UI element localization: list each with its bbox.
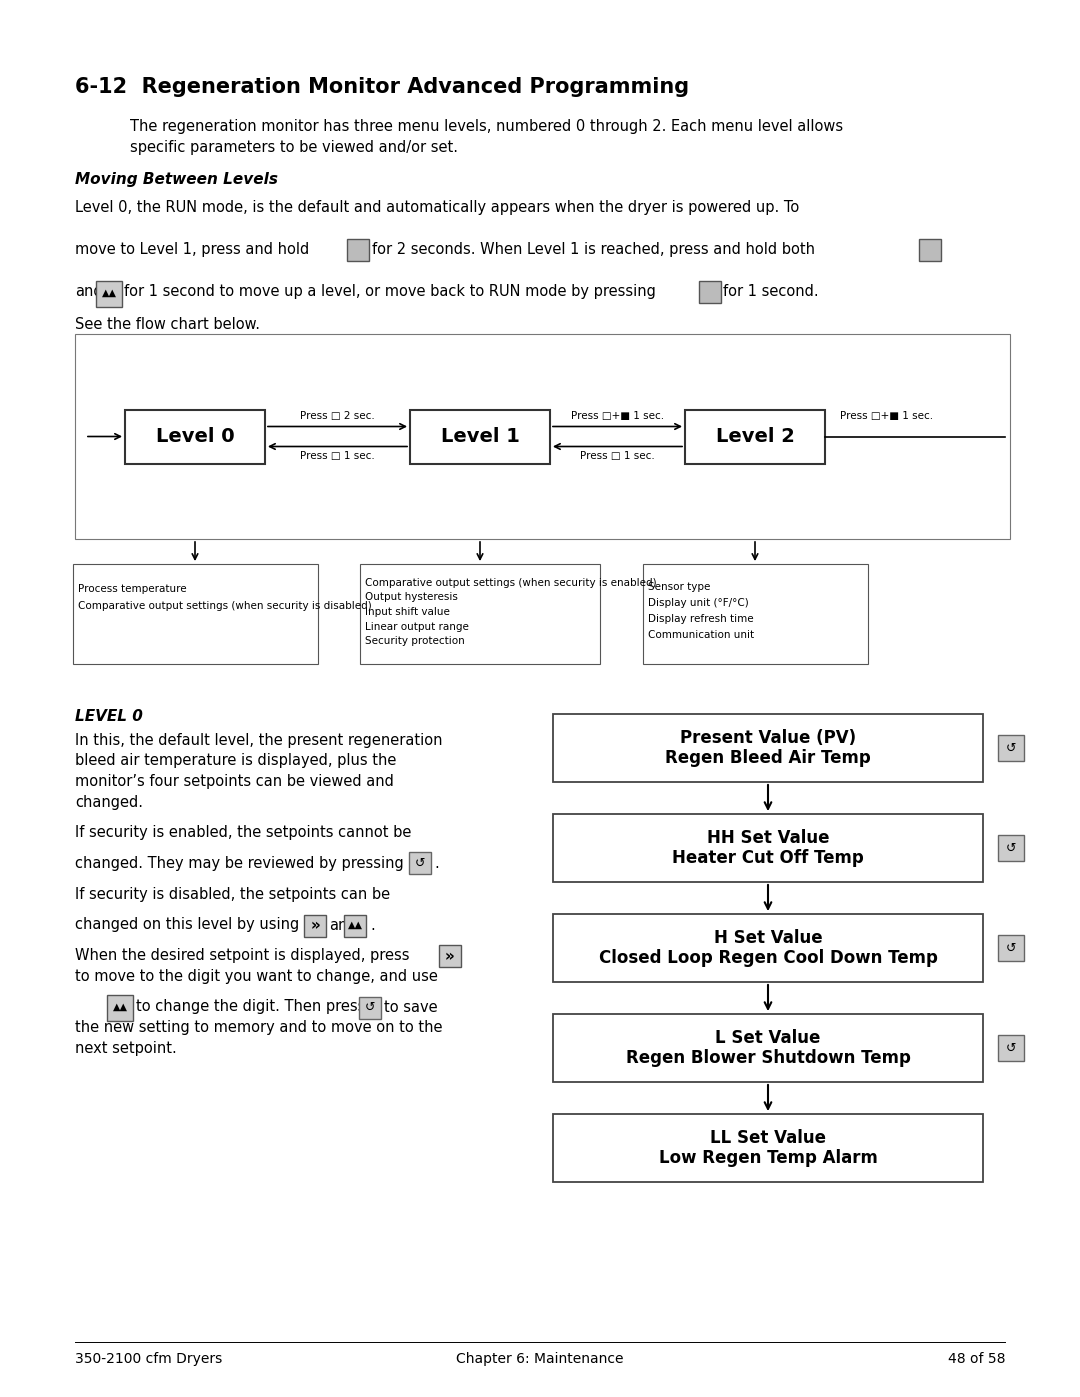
Text: .: . [370, 918, 375, 933]
Text: Sensor type: Sensor type [648, 583, 711, 592]
Text: Output hysteresis: Output hysteresis [365, 592, 458, 602]
Bar [998, 735, 1024, 761]
Text: 6-12  Regeneration Monitor Advanced Programming: 6-12 Regeneration Monitor Advanced Progr… [75, 77, 689, 96]
Text: next setpoint.: next setpoint. [75, 1041, 177, 1056]
Text: Regen Blower Shutdown Temp: Regen Blower Shutdown Temp [625, 1049, 910, 1067]
Text: In this, the default level, the present regeneration: In this, the default level, the present … [75, 733, 443, 747]
Text: ↺: ↺ [1005, 1042, 1016, 1055]
Text: Display refresh time: Display refresh time [648, 615, 754, 624]
Text: ↺: ↺ [365, 1002, 375, 1014]
Text: »: » [445, 949, 455, 964]
Text: If security is enabled, the setpoints cannot be: If security is enabled, the setpoints ca… [75, 826, 411, 840]
Text: ↺: ↺ [1005, 942, 1016, 954]
Text: to move to the digit you want to change, and use: to move to the digit you want to change,… [75, 968, 437, 983]
Bar [553, 914, 983, 982]
Text: specific parameters to be viewed and/or set.: specific parameters to be viewed and/or … [130, 140, 458, 155]
Text: H Set Value: H Set Value [714, 929, 822, 947]
Text: ▲▲: ▲▲ [112, 1002, 127, 1011]
Text: Level 0: Level 0 [156, 427, 234, 446]
Bar [96, 281, 122, 307]
Text: ↺: ↺ [1005, 841, 1016, 855]
Text: See the flow chart below.: See the flow chart below. [75, 317, 260, 332]
Bar [72, 564, 318, 664]
Text: move to Level 1, press and hold: move to Level 1, press and hold [75, 242, 309, 257]
Bar [347, 239, 369, 261]
Bar [125, 409, 265, 464]
Text: Linear output range: Linear output range [365, 622, 469, 631]
Text: for 1 second to move up a level, or move back to RUN mode by pressing: for 1 second to move up a level, or move… [124, 284, 656, 299]
Text: Press □+■ 1 sec.: Press □+■ 1 sec. [840, 412, 933, 422]
Bar [919, 239, 941, 261]
Text: monitor’s four setpoints can be viewed and: monitor’s four setpoints can be viewed a… [75, 774, 394, 789]
Text: Security protection: Security protection [365, 636, 464, 645]
Text: changed on this level by using: changed on this level by using [75, 918, 299, 933]
Text: Regen Bleed Air Temp: Regen Bleed Air Temp [665, 749, 870, 767]
Text: Comparative output settings (when security is enabled): Comparative output settings (when securi… [365, 578, 657, 588]
Text: .: . [434, 856, 438, 870]
Text: The regeneration monitor has three menu levels, numbered 0 through 2. Each menu : The regeneration monitor has three menu … [130, 119, 843, 134]
Text: to save: to save [384, 999, 437, 1014]
Text: to change the digit. Then press: to change the digit. Then press [136, 999, 365, 1014]
Text: »: » [310, 918, 320, 933]
Bar [699, 281, 721, 303]
Text: Level 2: Level 2 [716, 427, 795, 446]
Bar [553, 814, 983, 882]
Text: Level 1: Level 1 [441, 427, 519, 446]
Text: for 1 second.: for 1 second. [723, 284, 819, 299]
Bar [553, 714, 983, 782]
Text: HH Set Value: HH Set Value [706, 828, 829, 847]
Bar [107, 995, 133, 1021]
Bar [410, 409, 550, 464]
Text: Heater Cut Off Temp: Heater Cut Off Temp [672, 849, 864, 868]
Text: Level 0, the RUN mode, is the default and automatically appears when the dryer i: Level 0, the RUN mode, is the default an… [75, 200, 799, 215]
Text: Press □ 2 sec.: Press □ 2 sec. [300, 412, 375, 422]
Text: changed. They may be reviewed by pressing: changed. They may be reviewed by pressin… [75, 856, 404, 870]
Text: Input shift value: Input shift value [365, 608, 450, 617]
Text: Comparative output settings (when security is disabled): Comparative output settings (when securi… [79, 601, 373, 610]
Bar [998, 935, 1024, 961]
Bar [345, 915, 366, 937]
Text: LEVEL 0: LEVEL 0 [75, 710, 143, 724]
Text: Process temperature: Process temperature [79, 584, 187, 594]
Text: Present Value (PV): Present Value (PV) [680, 729, 856, 747]
Bar [409, 852, 431, 875]
Text: If security is disabled, the setpoints can be: If security is disabled, the setpoints c… [75, 887, 390, 901]
Text: ↺: ↺ [415, 856, 426, 870]
Text: 350-2100 cfm Dryers: 350-2100 cfm Dryers [75, 1352, 222, 1366]
Text: Press □+■ 1 sec.: Press □+■ 1 sec. [571, 412, 664, 422]
Text: Chapter 6: Maintenance: Chapter 6: Maintenance [456, 1352, 624, 1366]
Text: 48 of 58: 48 of 58 [947, 1352, 1005, 1366]
Text: Press □ 1 sec.: Press □ 1 sec. [580, 451, 654, 461]
Text: When the desired setpoint is displayed, press: When the desired setpoint is displayed, … [75, 949, 409, 964]
Bar [998, 1035, 1024, 1060]
Bar [75, 334, 1010, 539]
Text: Low Regen Temp Alarm: Low Regen Temp Alarm [659, 1148, 877, 1166]
Bar [359, 996, 381, 1018]
Text: ▲▲: ▲▲ [102, 288, 117, 298]
Text: Moving Between Levels: Moving Between Levels [75, 172, 278, 187]
Text: Closed Loop Regen Cool Down Temp: Closed Loop Regen Cool Down Temp [598, 949, 937, 967]
Bar [553, 1014, 983, 1083]
Text: changed.: changed. [75, 795, 143, 809]
Bar [303, 915, 326, 937]
Bar [685, 409, 825, 464]
Text: ↺: ↺ [1005, 742, 1016, 754]
Text: Press □ 1 sec.: Press □ 1 sec. [300, 451, 375, 461]
Text: Display unit (°F/°C): Display unit (°F/°C) [648, 598, 750, 608]
Bar [643, 564, 867, 664]
Text: L Set Value: L Set Value [715, 1030, 821, 1046]
Text: for 2 seconds. When Level 1 is reached, press and hold both: for 2 seconds. When Level 1 is reached, … [372, 242, 815, 257]
Bar [360, 564, 600, 664]
Text: the new setting to memory and to move on to the: the new setting to memory and to move on… [75, 1020, 443, 1035]
Text: and: and [329, 918, 356, 933]
Text: LL Set Value: LL Set Value [710, 1129, 826, 1147]
Text: ▲▲: ▲▲ [348, 919, 363, 929]
Text: Communication unit: Communication unit [648, 630, 755, 640]
Text: bleed air temperature is displayed, plus the: bleed air temperature is displayed, plus… [75, 753, 396, 768]
Text: and: and [75, 284, 103, 299]
Bar [998, 835, 1024, 861]
Bar [438, 946, 461, 968]
Bar [553, 1113, 983, 1182]
